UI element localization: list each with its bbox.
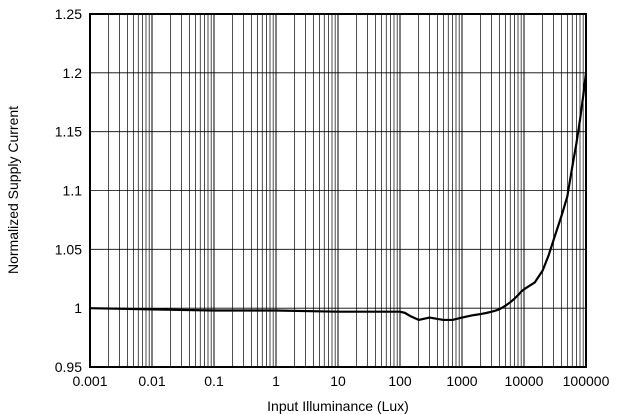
x-tick-label: 0.01	[138, 373, 165, 389]
x-tick-label: 10	[330, 373, 346, 389]
x-tick-label: 0.1	[204, 373, 224, 389]
plot-frame	[89, 13, 587, 368]
y-tick-label: 1.15	[55, 124, 82, 140]
y-tick-label: 1.25	[55, 6, 82, 22]
x-axis-title: Input Illuminance (Lux)	[267, 398, 409, 414]
x-tick-label: 1	[272, 373, 280, 389]
x-tick-labels: 0.001 0.01 0.1 1 10 100 1000 10000 100000	[72, 373, 609, 389]
x-tick-label: 0.001	[72, 373, 107, 389]
series-line	[89, 72, 588, 322]
grid	[89, 13, 586, 368]
y-tick-label: 1.05	[55, 241, 82, 257]
series-layer	[89, 72, 588, 322]
y-tick-label: 0.95	[55, 359, 82, 375]
y-tick-label: 1.1	[63, 183, 83, 199]
x-tick-label: 100	[388, 373, 412, 389]
x-tick-label: 10000	[505, 373, 544, 389]
x-tick-label: 1000	[446, 373, 477, 389]
y-axis-title: Normalized Supply Current	[5, 106, 21, 274]
x-tick-label: 100000	[563, 373, 610, 389]
y-tick-label: 1	[74, 300, 82, 316]
y-tick-label: 1.2	[63, 65, 83, 81]
y-tick-labels: 0.95 1 1.05 1.1 1.15 1.2 1.25	[55, 6, 82, 375]
